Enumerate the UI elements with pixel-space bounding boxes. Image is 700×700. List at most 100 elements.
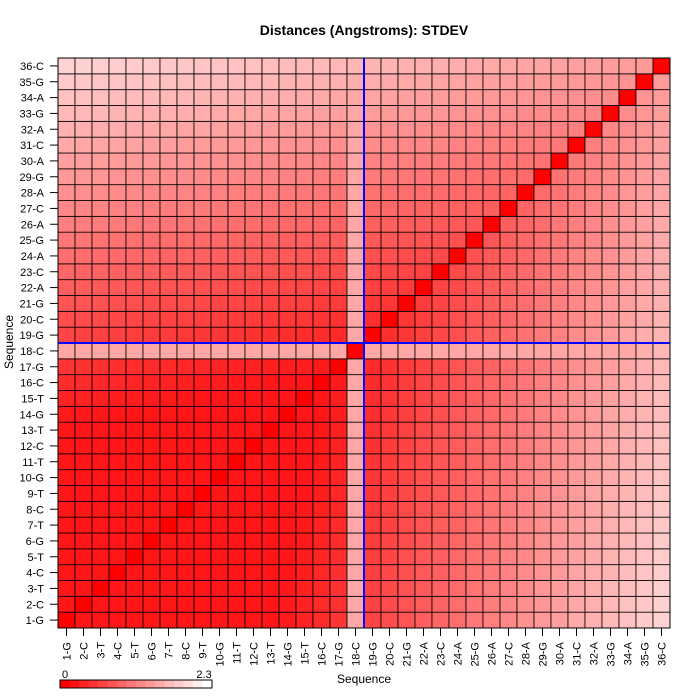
heatmap-cell-9-T-35-G	[635, 485, 654, 502]
heatmap-cell-15-T-16-C	[312, 390, 331, 407]
heatmap-cell-26-A-28-A	[516, 215, 535, 233]
heatmap-cell-36-C-28-A	[516, 57, 535, 75]
heatmap-cell-21-G-34-A	[618, 295, 637, 312]
heatmap-cell-3-T-25-G	[465, 580, 484, 597]
heatmap-cell-17-G-32-A	[584, 358, 603, 376]
heatmap-cell-10-G-10-G	[210, 469, 229, 486]
heatmap-cell-25-G-26-A	[482, 231, 501, 249]
x-tick-label: 27-C	[504, 642, 516, 666]
heatmap-cell-20-C-25-G	[465, 310, 484, 328]
heatmap-cell-8-C-15-T	[295, 500, 314, 518]
heatmap-cell-25-G-6-G	[142, 231, 161, 249]
heatmap-cell-3-T-18-C	[346, 580, 365, 597]
heatmap-cell-28-A-4-C	[108, 184, 127, 201]
heatmap-cell-7-T-16-C	[312, 516, 331, 534]
heatmap-cell-17-G-17-G	[329, 358, 348, 376]
heatmap-cell-28-A-36-C	[652, 184, 671, 201]
heatmap-cell-36-C-18-C	[346, 57, 365, 75]
heatmap-cell-12-C-17-G	[329, 437, 348, 455]
heatmap-cell-36-C-13-T	[261, 57, 280, 75]
heatmap-cell-4-C-18-C	[346, 564, 365, 581]
y-tick-label: 10-G	[20, 473, 44, 485]
heatmap-cell-28-A-17-G	[329, 184, 348, 201]
heatmap-cell-19-G-16-C	[312, 326, 331, 344]
heatmap-cell-23-C-8-C	[176, 263, 195, 281]
heatmap-cell-34-A-23-C	[431, 89, 450, 106]
heatmap-cell-36-C-31-C	[567, 57, 586, 75]
heatmap-cell-2-C-28-A	[516, 595, 535, 613]
heatmap-cell-6-G-15-T	[295, 532, 314, 550]
heatmap-cell-28-A-24-A	[448, 184, 467, 201]
heatmap-cell-16-C-17-G	[329, 374, 348, 391]
heatmap-cell-22-A-9-T	[193, 279, 212, 296]
heatmap-cell-2-C-2-C	[74, 595, 93, 613]
heatmap-cell-14-G-6-G	[142, 405, 161, 423]
heatmap-cell-6-G-16-C	[312, 532, 331, 550]
heatmap-cell-8-C-31-C	[567, 500, 586, 518]
heatmap-cell-36-C-3-T	[91, 57, 110, 75]
heatmap-cell-25-G-16-C	[312, 231, 331, 249]
heatmap-cell-21-G-36-C	[652, 295, 671, 312]
heatmap-cell-1-G-15-T	[295, 611, 314, 629]
heatmap-cell-20-C-19-G	[363, 310, 382, 328]
heatmap-cell-29-G-34-A	[618, 168, 637, 186]
heatmap-cell-21-G-6-G	[142, 295, 161, 312]
heatmap-cell-32-A-13-T	[261, 120, 280, 138]
heatmap-cell-27-C-9-T	[193, 200, 212, 217]
heatmap-cell-7-T-23-C	[431, 516, 450, 534]
heatmap-cell-1-G-8-C	[176, 611, 195, 629]
heatmap-cell-17-G-2-C	[74, 358, 93, 376]
heatmap-cell-7-T-5-T	[125, 516, 144, 534]
heatmap-cell-29-G-4-C	[108, 168, 127, 186]
heatmap-cell-10-G-34-A	[618, 469, 637, 486]
heatmap-cell-23-C-11-T	[227, 263, 246, 281]
heatmap-cell-28-A-16-C	[312, 184, 331, 201]
heatmap-cell-28-A-30-A	[550, 184, 569, 201]
heatmap-cell-23-C-7-T	[159, 263, 178, 281]
heatmap-cell-24-A-6-G	[142, 247, 161, 265]
y-tick-label: 2-C	[26, 599, 44, 611]
heatmap-cell-1-G-29-G	[533, 611, 552, 629]
heatmap-cell-10-G-14-G	[278, 469, 297, 486]
heatmap-cell-26-A-10-G	[210, 215, 229, 233]
y-tick-label: 6-G	[26, 536, 44, 548]
heatmap-cell-2-C-36-C	[652, 595, 671, 613]
heatmap-cell-10-G-26-A	[482, 469, 501, 486]
heatmap-cell-29-G-2-C	[74, 168, 93, 186]
heatmap-cell-12-C-31-C	[567, 437, 586, 455]
heatmap-cell-35-G-35-G	[635, 73, 654, 91]
heatmap-cell-10-G-7-T	[159, 469, 178, 486]
heatmap-cell-12-C-6-G	[142, 437, 161, 455]
heatmap-cell-23-C-6-G	[142, 263, 161, 281]
heatmap-cell-21-G-5-T	[125, 295, 144, 312]
heatmap-cell-26-A-35-G	[635, 215, 654, 233]
heatmap-cell-20-C-8-C	[176, 310, 195, 328]
heatmap-cell-29-G-19-G	[363, 168, 382, 186]
heatmap-cell-32-A-35-G	[635, 120, 654, 138]
heatmap-cell-5-T-24-A	[448, 548, 467, 566]
heatmap-cell-34-A-14-G	[278, 89, 297, 106]
heatmap-cell-8-C-28-A	[516, 500, 535, 518]
heatmap-cell-14-G-33-G	[601, 405, 620, 423]
heatmap-cell-12-C-23-C	[431, 437, 450, 455]
heatmap-cell-24-A-27-C	[499, 247, 518, 265]
heatmap-cell-15-T-19-G	[363, 390, 382, 407]
heatmap-cell-2-C-19-G	[363, 595, 382, 613]
heatmap-cell-22-A-23-C	[431, 279, 450, 296]
heatmap-cell-15-T-9-T	[193, 390, 212, 407]
heatmap-cell-7-T-6-G	[142, 516, 161, 534]
heatmap-cell-32-A-34-A	[618, 120, 637, 138]
heatmap-cell-22-A-19-G	[363, 279, 382, 296]
heatmap-cell-22-A-26-A	[482, 279, 501, 296]
heatmap-cell-10-G-5-T	[125, 469, 144, 486]
heatmap-cell-8-C-9-T	[193, 500, 212, 518]
heatmap-cell-14-G-24-A	[448, 405, 467, 423]
heatmap-cell-26-A-7-T	[159, 215, 178, 233]
heatmap-cell-36-C-4-C	[108, 57, 127, 75]
heatmap-cell-29-G-7-T	[159, 168, 178, 186]
heatmap-cell-18-C-33-G	[601, 342, 620, 360]
heatmap-cell-25-G-30-A	[550, 231, 569, 249]
heatmap-cell-9-T-29-G	[533, 485, 552, 502]
heatmap-cell-20-C-9-T	[193, 310, 212, 328]
heatmap-cell-25-G-25-G	[465, 231, 484, 249]
